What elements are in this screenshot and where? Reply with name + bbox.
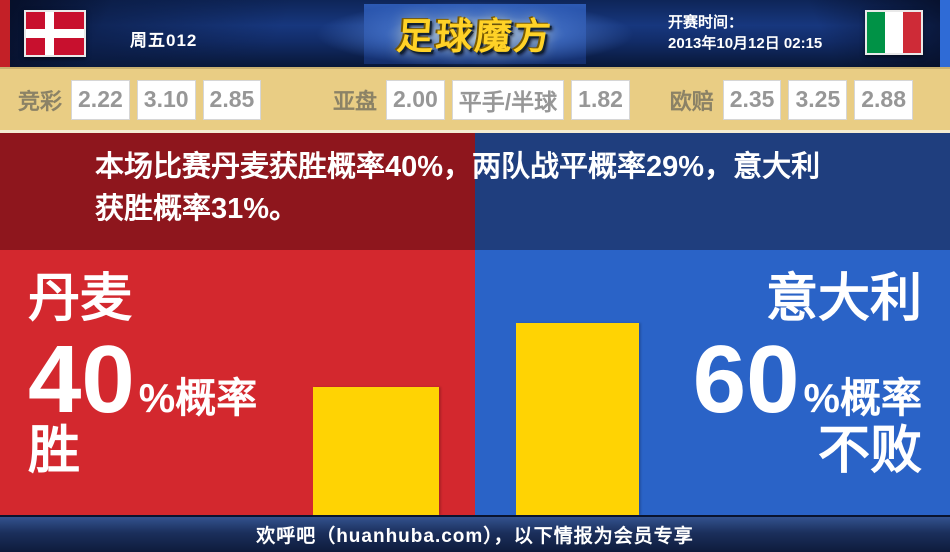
header: 周五012 足球魔方 开赛时间： 2013年10月12日 02:15 [0, 0, 950, 67]
italy-flag-icon [865, 10, 923, 55]
away-team-name: 意大利 [765, 270, 922, 328]
away-probability-value: 60 [692, 326, 800, 433]
probability-panels: 丹麦 40 %概率 胜 意大利 60 %概率 不败 [0, 250, 950, 515]
kickoff-time: 2013年10月12日 02:15 [668, 35, 823, 52]
euro-away-odds: 2.88 [854, 79, 913, 120]
denmark-flag-cross-horizontal [26, 29, 84, 38]
prediction-summary: 本场比赛丹麦获胜概率40%，两队战平概率29%，意大利 获胜概率31%。 [95, 146, 895, 230]
left-accent-stripe [0, 0, 10, 67]
home-outcome-label: 胜 [28, 422, 81, 480]
match-code: 周五012 [130, 31, 198, 50]
asian-away-odds: 1.82 [571, 79, 630, 120]
away-panel: 意大利 60 %概率 不败 [475, 250, 950, 515]
right-accent-stripe [940, 0, 950, 67]
odds-value-away-win: 2.85 [202, 79, 262, 120]
odds-group-jingcai: 竞彩 2.22 3.10 2.85 [18, 69, 262, 130]
kickoff-label: 开赛时间： [668, 14, 744, 31]
footer-text: 欢呼吧（huanhuba.com），以下情报为会员专享 [256, 526, 694, 547]
away-probability-suffix: %概率 [803, 375, 922, 421]
home-probability-suffix: %概率 [138, 375, 258, 421]
odds-group-asian-handicap: 亚盘 2.00 平手/半球 1.82 [333, 69, 630, 130]
odds-value-draw: 3.10 [136, 79, 196, 120]
home-panel: 丹麦 40 %概率 胜 [0, 250, 475, 515]
summary-line-1: 本场比赛丹麦获胜概率40%，两队战平概率29%，意大利 [95, 151, 821, 183]
site-logo: 足球魔方 [395, 15, 555, 57]
home-probability-row: 40 %概率 [28, 328, 257, 432]
logo-glow [315, 0, 635, 67]
odds-value-home-win: 2.22 [71, 79, 130, 120]
odds-bar: 竞彩 2.22 3.10 2.85 亚盘 2.00 平手/半球 1.82 欧赔 … [0, 67, 950, 133]
home-probability-value: 40 [28, 326, 135, 433]
euro-home-odds: 2.35 [722, 79, 782, 120]
away-probability-row: 60 %概率 [693, 328, 922, 432]
odds-label-asian: 亚盘 [333, 88, 378, 114]
denmark-flag-icon [24, 10, 86, 57]
away-probability-bar [516, 323, 639, 515]
odds-label-european: 欧赔 [669, 88, 714, 114]
footer-bar: 欢呼吧（huanhuba.com），以下情报为会员专享 [0, 515, 950, 552]
away-outcome-label: 不败 [817, 422, 922, 480]
summary-line-2: 获胜概率31%。 [95, 193, 299, 225]
odds-group-european: 欧赔 2.35 3.25 2.88 [670, 69, 913, 130]
odds-label-jingcai: 竞彩 [18, 88, 63, 114]
home-probability-bar [313, 387, 439, 515]
home-team-name: 丹麦 [28, 270, 133, 328]
summary-background-away [475, 133, 950, 250]
euro-draw-odds: 3.25 [788, 79, 848, 120]
asian-handicap-line: 平手/半球 [451, 79, 565, 120]
summary-band: 本场比赛丹麦获胜概率40%，两队战平概率29%，意大利 获胜概率31%。 [0, 133, 950, 250]
kickoff-time-block: 开赛时间： 2013年10月12日 02:15 [668, 12, 822, 54]
asian-home-odds: 2.00 [386, 79, 445, 120]
summary-background-home [0, 133, 475, 250]
